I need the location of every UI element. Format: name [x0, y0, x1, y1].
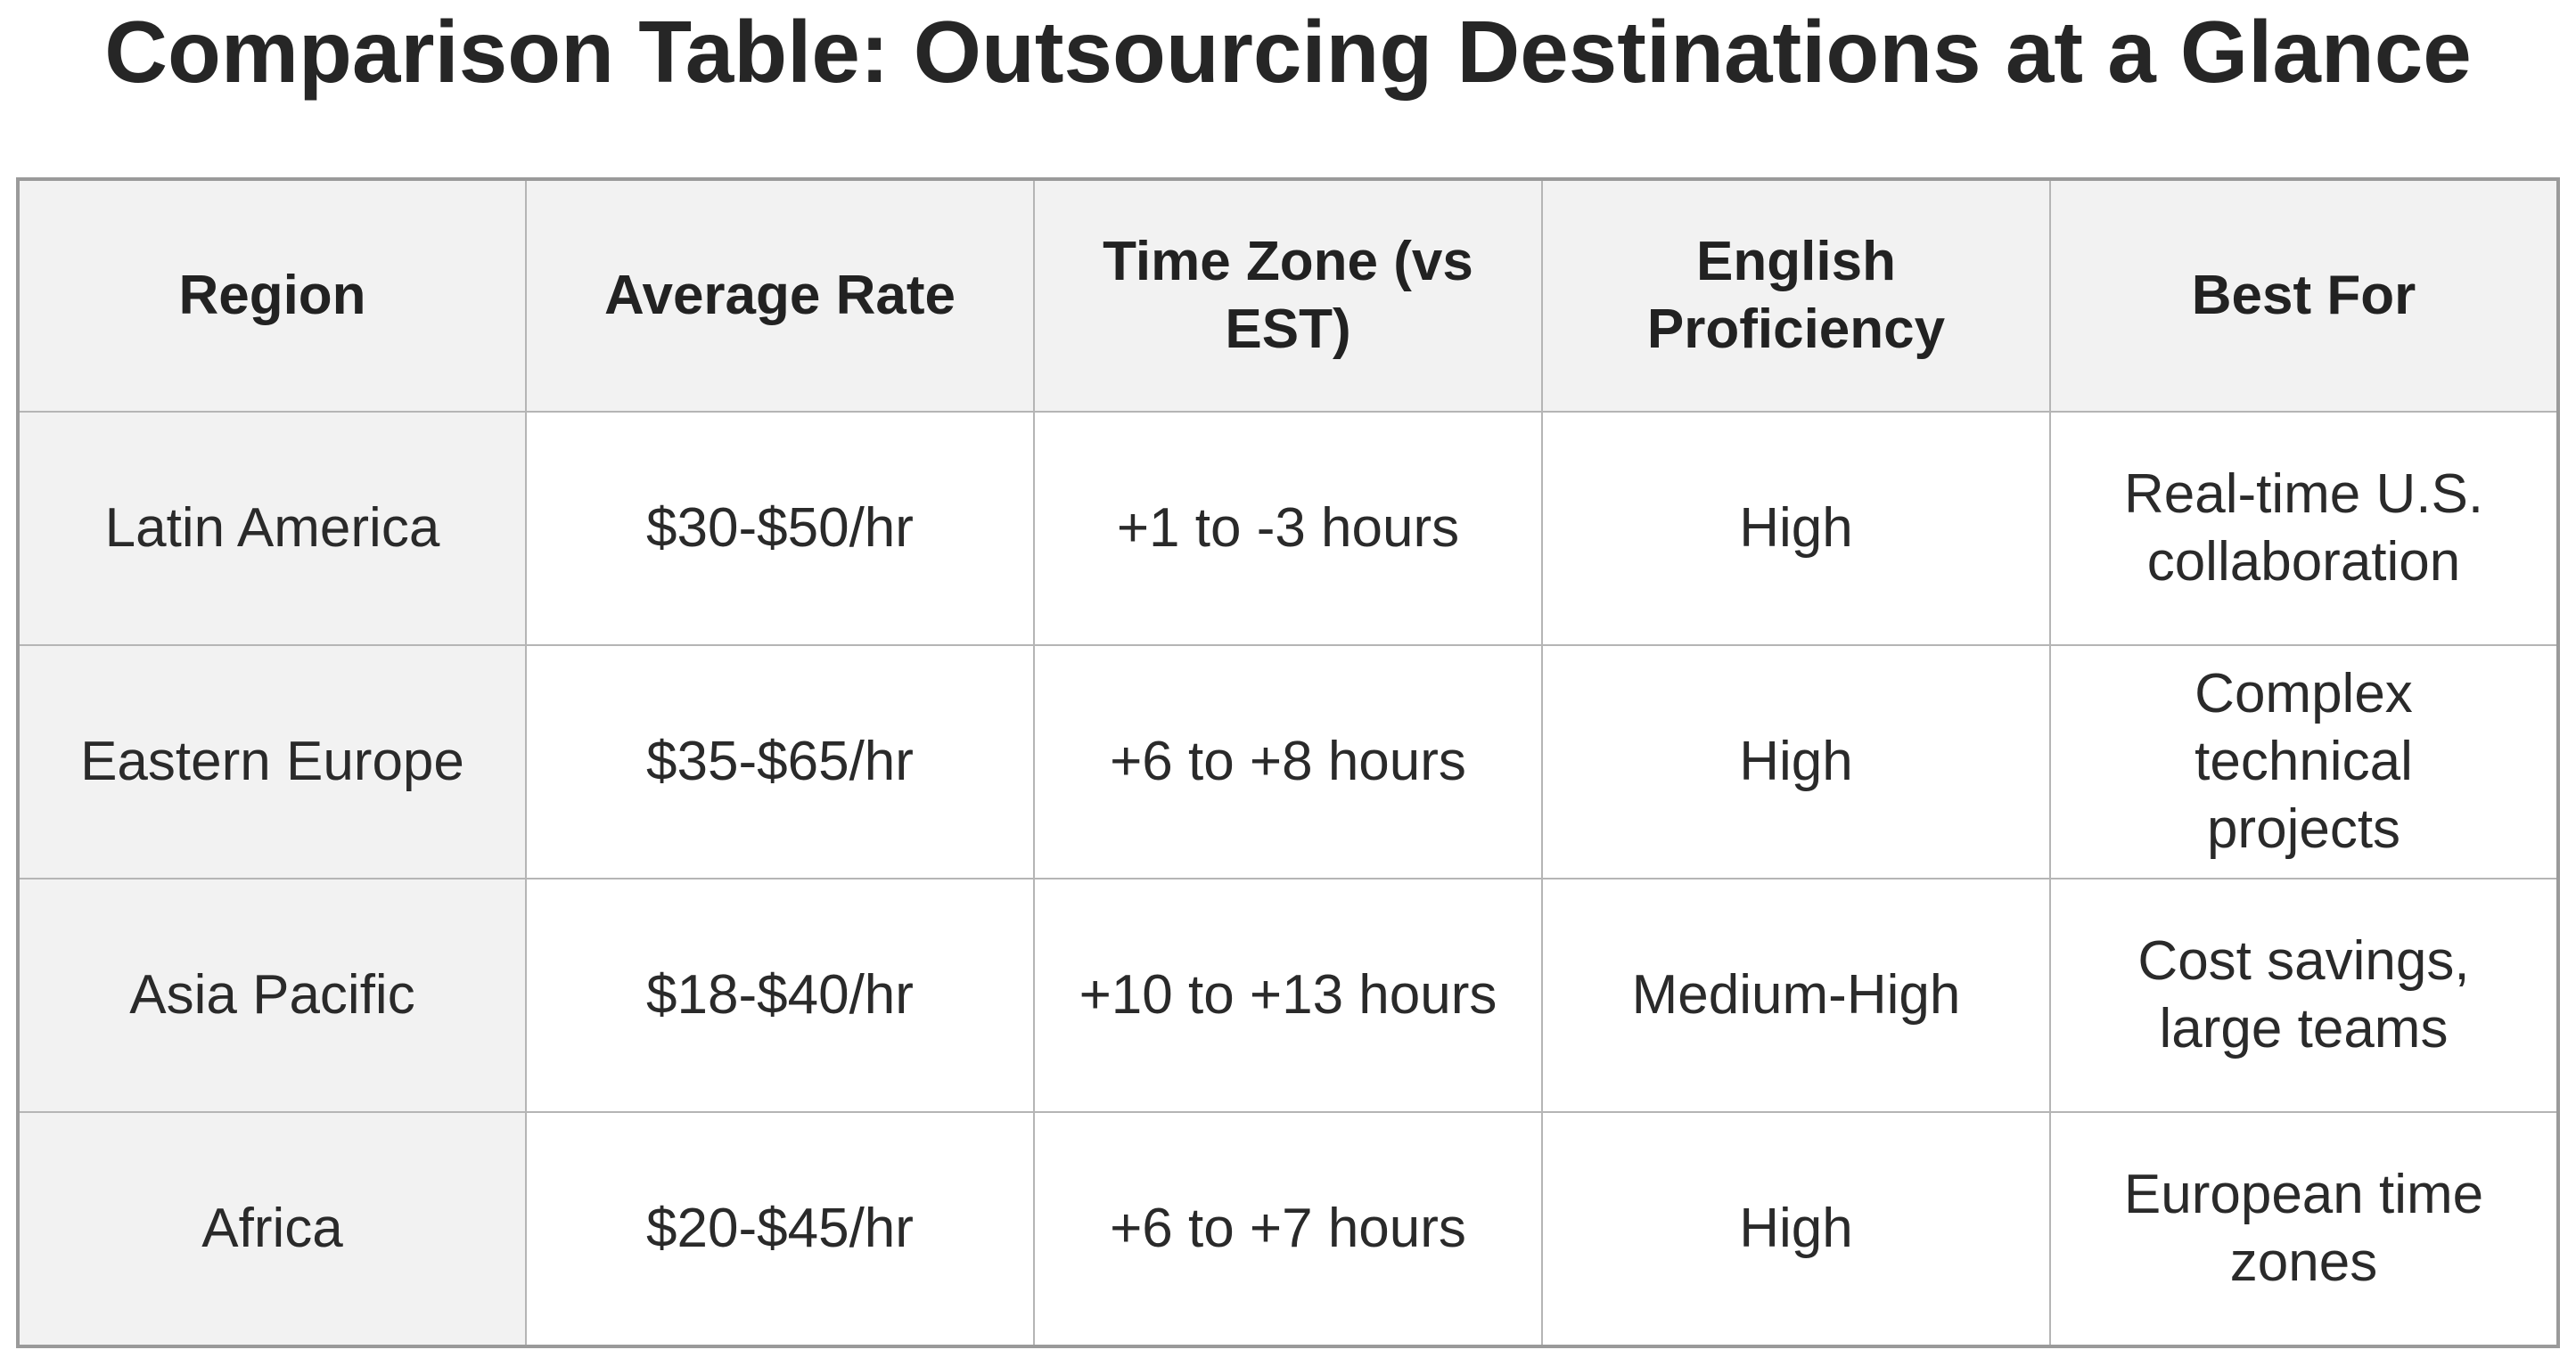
column-header: English Proficiency — [1541, 178, 2051, 413]
table-cell: Cost savings, large teams — [2049, 878, 2559, 1113]
table-cell: +6 to +7 hours — [1033, 1111, 1543, 1347]
table-cell: $20-$45/hr — [525, 1111, 1035, 1347]
table-row: Latin America $30-$50/hr +1 to -3 hours Hig… — [17, 411, 2559, 646]
column-header: Time Zone (vs EST) — [1033, 178, 1543, 413]
table-cell: High — [1541, 411, 2051, 646]
table-cell: $30-$50/hr — [525, 411, 1035, 646]
table-body: Latin America $30-$50/hr +1 to -3 hours Hig… — [17, 411, 2559, 1347]
region-cell: Latin America — [17, 411, 527, 646]
table-cell: $18-$40/hr — [525, 878, 1035, 1113]
table-cell: High — [1541, 1111, 2051, 1347]
table-cell: Complex technical projects — [2049, 644, 2559, 879]
table-cell: +6 to +8 hours — [1033, 644, 1543, 879]
column-header: Best For — [2049, 178, 2559, 413]
header-row: Region Average Rate Time Zone (vs EST) Engl… — [17, 178, 2559, 413]
table-row: Africa $20-$45/hr +6 to +7 hours High Europe… — [17, 1111, 2559, 1347]
table-cell: High — [1541, 644, 2051, 879]
column-header: Average Rate — [525, 178, 1035, 413]
table-cell: $35-$65/hr — [525, 644, 1035, 879]
table-row: Eastern Europe $35-$65/hr +6 to +8 hours Hi… — [17, 644, 2559, 879]
column-header: Region — [17, 178, 527, 413]
region-cell: Asia Pacific — [17, 878, 527, 1113]
page-title: Comparison Table: Outsourcing Destinatio… — [104, 3, 2472, 101]
table-cell: Real-time U.S. collaboration — [2049, 411, 2559, 646]
region-cell: Eastern Europe — [17, 644, 527, 879]
table-head: Region Average Rate Time Zone (vs EST) Engl… — [17, 178, 2559, 413]
table-cell: Medium-High — [1541, 878, 2051, 1113]
table-row: Asia Pacific $18-$40/hr +10 to +13 hours Me… — [17, 878, 2559, 1113]
comparison-table: Region Average Rate Time Zone (vs EST) Engl… — [16, 177, 2560, 1348]
table-cell: +10 to +13 hours — [1033, 878, 1543, 1113]
table-cell: +1 to -3 hours — [1033, 411, 1543, 646]
table-cell: European time zones — [2049, 1111, 2559, 1347]
region-cell: Africa — [17, 1111, 527, 1347]
